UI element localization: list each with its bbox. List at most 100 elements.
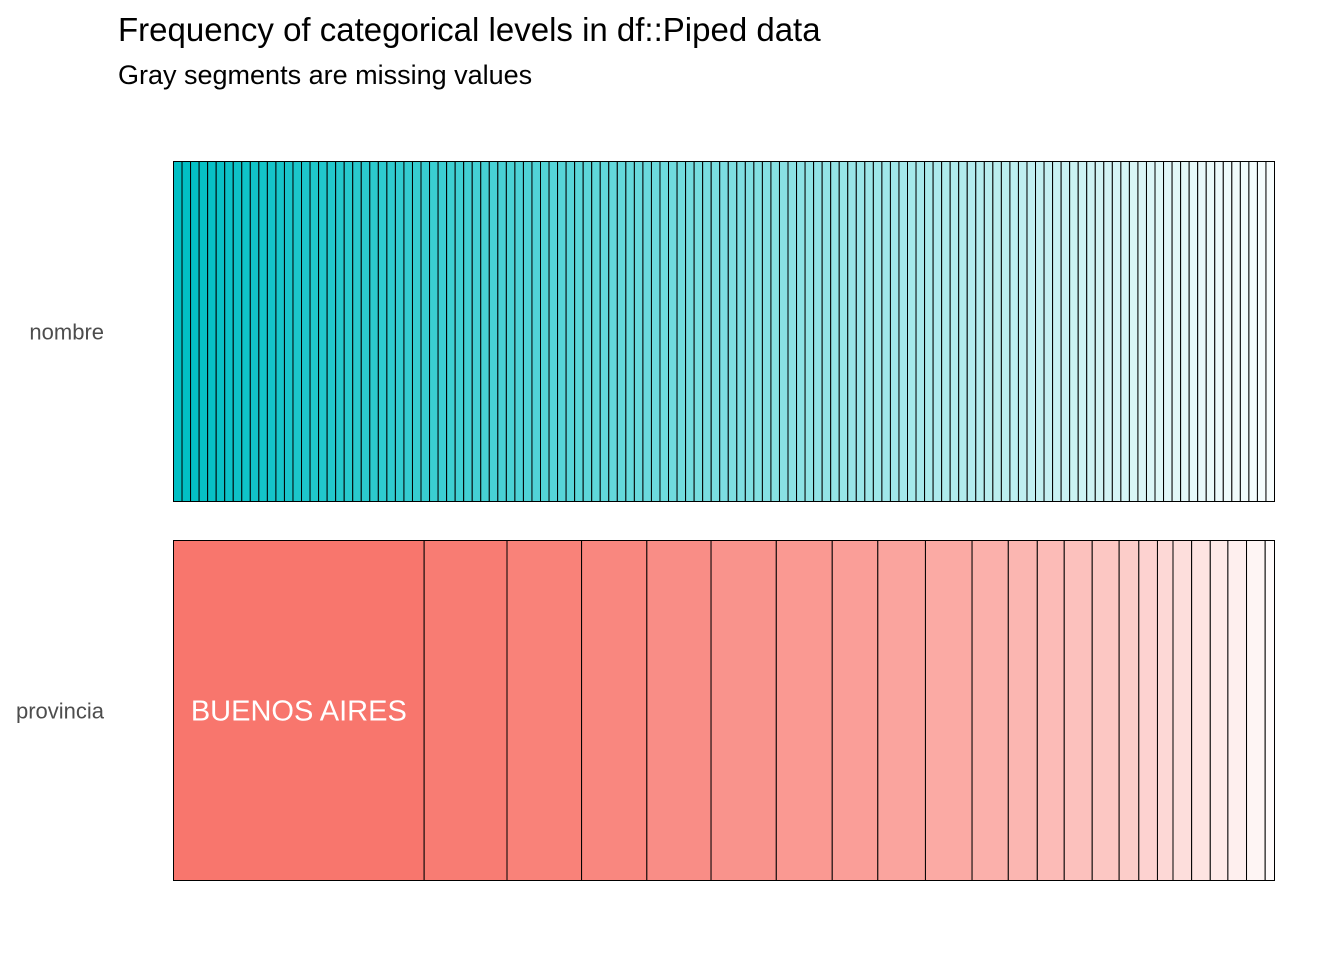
nombre-segment [736,161,746,502]
nombre-segment [446,161,456,502]
nombre-segment [292,161,303,502]
nombre-segment [343,161,354,502]
provincia-segment [173,540,425,881]
nombre-segment [804,161,815,502]
nombre-segment [659,161,670,502]
provincia-segment [1172,540,1193,881]
row-label-nombre: nombre [29,320,104,345]
nombre-segment [830,161,840,502]
nombre-segment [838,161,849,502]
nombre-segment [394,161,405,502]
nombre-segment [599,161,610,502]
nombre-segment [1069,161,1079,502]
provincia-segment [1156,540,1174,881]
nombre-segment [190,161,200,502]
nombre-segment [1017,161,1028,502]
nombre-segment [480,161,490,502]
nombre-segment [787,161,798,502]
nombre-segment [198,161,209,502]
provincia-segment [1227,540,1248,881]
nombre-segment [1009,161,1019,502]
nombre-segment [360,161,371,502]
nombre-segment [574,161,584,502]
nombre-segment [992,161,1002,502]
nombre-segment [488,161,499,502]
nombre-segment [463,161,473,502]
row-label-provincia: provincia [16,699,105,724]
nombre-segment [1077,161,1088,502]
nombre-segment [1163,161,1173,502]
nombre-segment [224,161,234,502]
nombre-segment [616,161,627,502]
nombre-segment [685,161,695,502]
nombre-segment [966,161,977,502]
nombre-segment [1103,161,1113,502]
nombre-segment [855,161,866,502]
nombre-segment [941,161,951,502]
nombre-segment [958,161,968,502]
nombre-segment [983,161,994,502]
provincia-segment [1118,540,1140,881]
nombre-segment [676,161,687,502]
provincia-segment-label: BUENOS AIRES [191,696,407,728]
nombre-segment [531,161,541,502]
nombre-segment [241,161,251,502]
provincia-segment [1264,540,1276,881]
provincia-segment [710,540,777,881]
nombre-segment [309,161,320,502]
provincia-segment [1036,540,1065,881]
nombre-segment [429,161,439,502]
nombre-segment [813,161,823,502]
nombre-segment [1026,161,1037,502]
nombre-segment [1086,161,1096,502]
nombre-segment [181,161,192,502]
nombre-segment [454,161,465,502]
provincia-segment [581,540,648,881]
provincia-segment [831,540,879,881]
chart-title: Frequency of categorical levels in df::P… [118,11,821,48]
nombre-segment [352,161,362,502]
nombre-segment [275,161,285,502]
nombre-segment [557,161,567,502]
nombre-segment [1120,161,1130,502]
nombre-segment [335,161,345,502]
nombre-segment [403,161,413,502]
chart-subtitle: Gray segments are missing values [118,60,532,90]
nombre-segment [548,161,559,502]
nombre-segment [514,161,524,502]
provincia-segment [877,540,926,881]
nombre-segment [207,161,217,502]
nombre-segment [608,161,618,502]
nombre-segment [1171,161,1182,502]
chart-rows: nombre BUENOS AIRES provincia [16,161,1276,881]
nombre-segment [932,161,943,502]
nombre-segment [1060,161,1071,502]
nombre-segment [377,161,388,502]
nombre-segment [565,161,576,502]
nombre-segment [1205,161,1216,502]
nombre-segment [821,161,832,502]
nombre-segment [881,161,891,502]
nombre-segment [710,161,721,502]
nombre-segment [633,161,644,502]
nombre-segment [744,161,755,502]
provincia-segment [1063,540,1093,881]
nombre-segment [625,161,635,502]
nombre-segment [770,161,780,502]
nombre-segment [258,161,268,502]
provincia-segment [423,540,508,881]
provincia-segment [1191,540,1211,881]
nombre-segment [1052,161,1062,502]
nombre-segment [1145,161,1156,502]
nombre-segment [1197,161,1207,502]
nombre-segment [907,161,917,502]
nombre-segment [1043,161,1054,502]
nombre-segment [497,161,507,502]
provincia-segment [646,540,712,881]
nombre-segment [505,161,516,502]
nombre-segment [582,161,593,502]
nombre-segment [1000,161,1011,502]
nombre-segment [326,161,337,502]
nombre-segment [249,161,260,502]
